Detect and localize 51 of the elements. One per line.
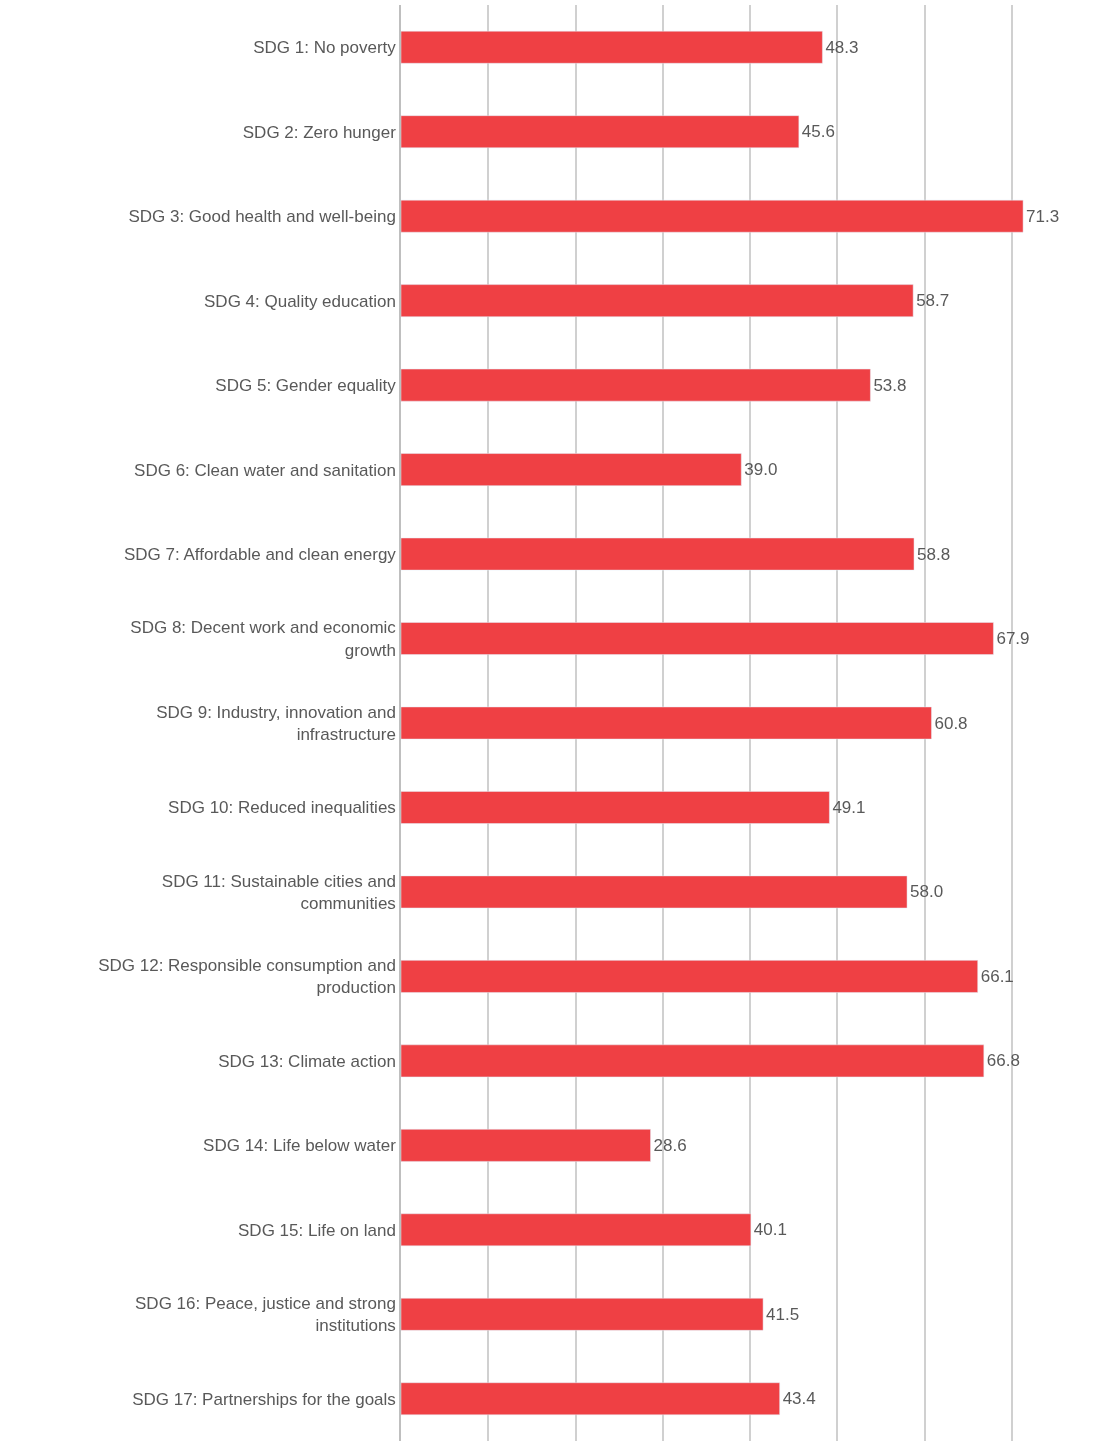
bar <box>401 1297 764 1331</box>
bar <box>401 1044 985 1078</box>
y-tick-label: SDG 1: No poverty <box>253 38 397 58</box>
y-tick-label: SDG 14: Life below water <box>203 1136 397 1156</box>
data-label: 41.5 <box>766 1304 800 1324</box>
bar <box>401 453 742 486</box>
y-tick-label: SDG 17: Partnerships for the goals <box>132 1389 396 1409</box>
data-label: 58.0 <box>910 882 944 902</box>
data-label: 67.9 <box>996 629 1030 649</box>
bar <box>401 368 871 402</box>
y-tick-label: SDG 4: Quality education <box>204 291 396 311</box>
bar <box>401 875 908 909</box>
data-label: 58.7 <box>916 291 950 311</box>
bar <box>401 1129 651 1162</box>
bar <box>401 960 978 993</box>
bar <box>401 284 914 317</box>
data-label: 40.1 <box>753 1220 787 1240</box>
data-label: 49.1 <box>832 797 866 817</box>
y-tick-label: SDG 11: Sustainable cities and communities <box>161 871 396 913</box>
y-tick-label: SDG 6: Clean water and sanitation <box>134 460 396 480</box>
data-label: 43.4 <box>782 1389 816 1409</box>
y-tick-label: SDG 13: Climate action <box>218 1051 396 1071</box>
bar <box>401 1213 752 1247</box>
data-label: 39.0 <box>744 460 778 480</box>
bar <box>401 537 915 571</box>
data-label: 53.8 <box>873 375 907 395</box>
y-tick-label: SDG 12: Responsible consumption and production <box>98 956 396 998</box>
y-tick-label: SDG 9: Industry, innovation and infrastructure <box>156 702 396 744</box>
data-label: 66.1 <box>980 966 1014 986</box>
y-tick-label: SDG 16: Peace, justice and strong institutions <box>135 1294 396 1336</box>
data-label: 60.8 <box>934 713 968 733</box>
bar <box>401 115 800 149</box>
y-tick-label: SDG 7: Affordable and clean energy <box>123 545 397 565</box>
y-tick-label: SDG 10: Reduced inequalities <box>168 798 396 818</box>
bar <box>401 30 823 64</box>
y-tick-label: SDG 2: Zero hunger <box>242 122 397 142</box>
data-label: 58.8 <box>917 544 951 564</box>
y-tick-label: SDG 8: Decent work and economic growth <box>130 618 397 660</box>
data-label: 28.6 <box>653 1135 687 1155</box>
data-label: 66.8 <box>986 1051 1020 1071</box>
bar <box>401 791 830 824</box>
bar <box>401 622 994 655</box>
bar <box>401 1382 780 1416</box>
data-label: 45.6 <box>801 122 835 142</box>
y-tick-label: SDG 15: Life on land <box>238 1220 396 1240</box>
y-tick-label: SDG 5: Gender equality <box>215 376 397 396</box>
data-label: 48.3 <box>825 37 859 57</box>
bar <box>401 706 932 740</box>
bar <box>401 199 1024 233</box>
y-tick-label: SDG 3: Good health and well-being <box>128 207 396 227</box>
data-label: 71.3 <box>1026 206 1060 226</box>
